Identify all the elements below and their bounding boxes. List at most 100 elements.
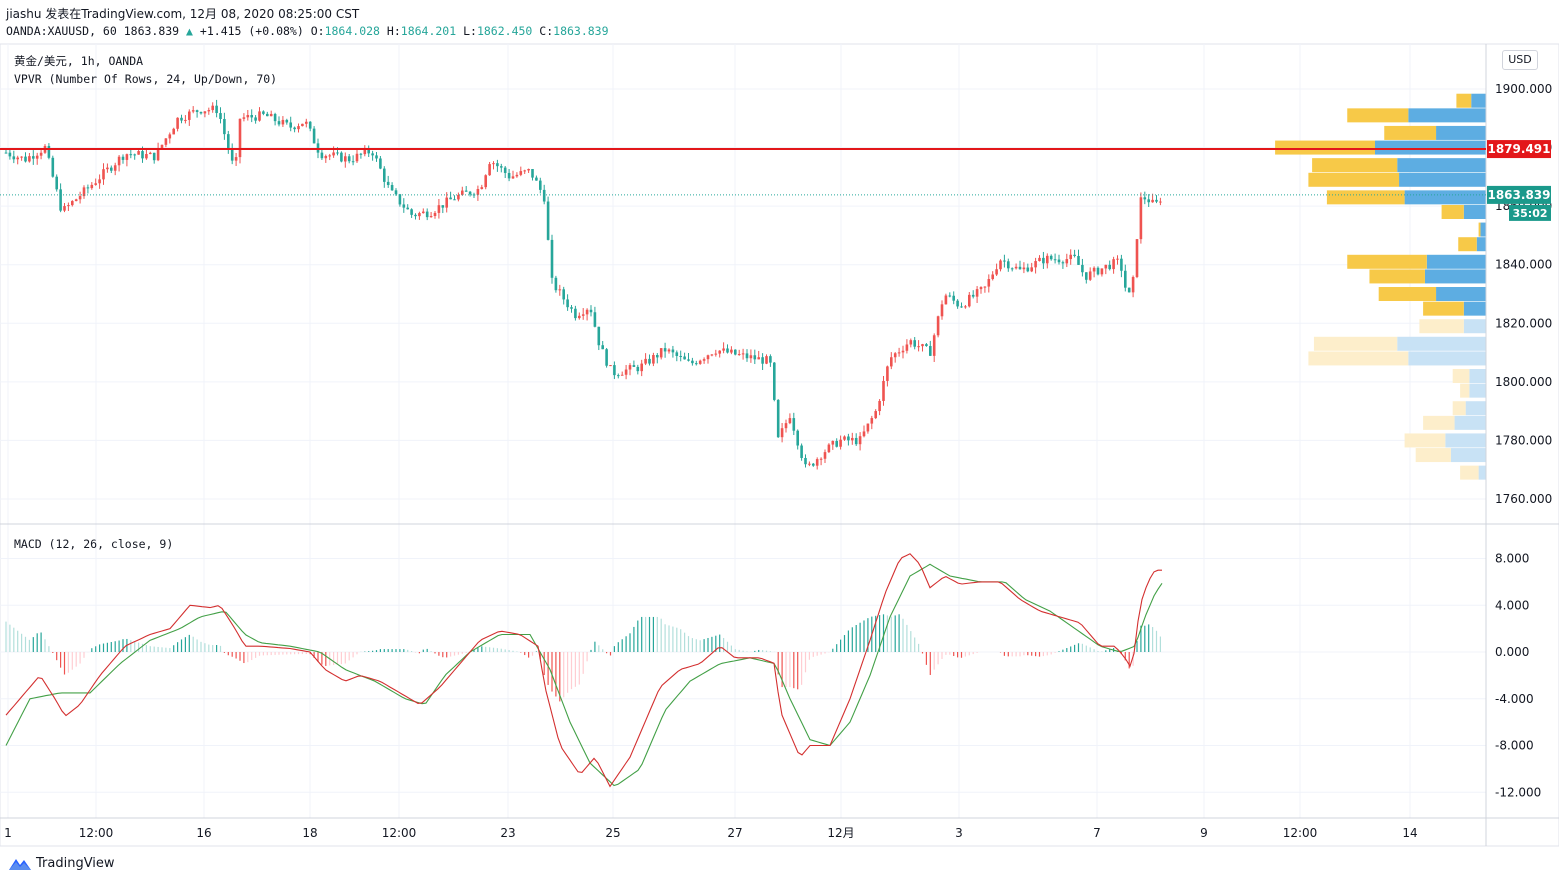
candle-body (355, 153, 359, 162)
candle-body (28, 156, 31, 162)
vp-up-bar (1463, 205, 1486, 219)
candle-body (929, 346, 932, 356)
candle-body (597, 326, 601, 346)
candle-body (515, 174, 519, 177)
time-tick-label: 7 (1093, 826, 1101, 840)
candle-body (445, 197, 448, 208)
candle-body (199, 111, 203, 114)
candle-body (1018, 266, 1022, 270)
time-tick-label: 12:00 (1283, 826, 1318, 840)
macd-label[interactable]: MACD (12, 26, close, 9) (14, 537, 174, 551)
candle-body (172, 128, 175, 135)
candle-body (59, 189, 62, 211)
candle-body (940, 304, 944, 317)
candle-body (484, 175, 487, 188)
macd-tick-label: -12.000 (1495, 785, 1541, 799)
candle-body (359, 153, 363, 155)
candle-body (86, 187, 90, 189)
candle-body (979, 287, 983, 290)
chart-frame (0, 43, 1559, 847)
candle-body (496, 163, 499, 167)
candle-body (461, 190, 464, 195)
candle-body (722, 348, 725, 351)
candle-body (39, 152, 43, 156)
vp-up-bar (1463, 319, 1486, 334)
vp-down-bar (1456, 93, 1472, 108)
high-value: 1864.201 (400, 24, 457, 38)
candle-body (1131, 277, 1135, 293)
candle-body (269, 113, 273, 117)
candle-body (905, 344, 909, 351)
candle-body (398, 194, 402, 205)
vp-up-bar (1397, 158, 1486, 173)
open-value: 1864.028 (324, 24, 380, 38)
vp-up-bar (1469, 369, 1486, 383)
candle-body (476, 189, 480, 195)
currency-button[interactable]: USD (1502, 50, 1538, 70)
vpvr-label[interactable]: VPVR (Number Of Rows, 24, Up/Down, 70) (14, 72, 278, 86)
symbol-label: OANDA:XAUUSD, 60 (6, 24, 117, 38)
candle-body (1116, 258, 1119, 260)
candle-body (24, 156, 27, 162)
price-tick-label: 1840.000 (1495, 258, 1552, 272)
candle-body (593, 312, 597, 327)
candle-body (1127, 287, 1131, 293)
macd-lines (5, 553, 1163, 788)
candle-body (652, 355, 655, 364)
candle-body (999, 260, 1002, 270)
ohlc-legend: OANDA:XAUUSD, 60 1863.839 ▲ +1.415 (+0.0… (6, 24, 609, 38)
candle-body (406, 207, 409, 210)
volume-profile (1275, 93, 1486, 480)
candle-body (320, 152, 324, 159)
candle-body (113, 165, 117, 171)
time-tick-label: 12:00 (79, 826, 114, 840)
candle-body (305, 121, 308, 124)
candle-body (184, 119, 187, 121)
time-axis[interactable]: 1 12:00 16 18 12:00 23 25 27 12月 3 7 9 12:00 14 (4, 826, 1417, 840)
candle-body (1003, 260, 1006, 262)
candle-body (917, 346, 920, 348)
vp-up-bar (1450, 448, 1486, 463)
tradingview-footer[interactable]: TradingView (8, 855, 115, 871)
candle-body (679, 355, 682, 357)
candle-body (1014, 266, 1018, 269)
main-pane-title: 黄金/美元, 1h, OANDA (14, 54, 144, 68)
time-tick-label: 14 (1402, 826, 1417, 840)
last-value: 1863.839 (123, 24, 180, 38)
candle-body (890, 357, 893, 367)
vp-down-bar (1313, 336, 1398, 351)
vp-down-bar (1460, 383, 1470, 398)
candle-body (823, 452, 827, 459)
candle-body (913, 340, 916, 347)
vp-down-bar (1415, 448, 1451, 463)
price-tick-label: 1820.000 (1495, 316, 1552, 330)
candle-body (714, 353, 718, 355)
candle-body (819, 458, 823, 460)
candle-body (843, 436, 846, 440)
vp-up-bar (1404, 190, 1486, 205)
candle-body (952, 295, 955, 301)
candle-body (98, 179, 101, 184)
candle-body (110, 167, 113, 171)
candle-body (425, 211, 429, 218)
macd-axis[interactable]: 8.000 4.000 0.000 -4.000 -8.000 -12.000 (1495, 552, 1541, 800)
candle-body (383, 168, 386, 182)
candle-body (312, 128, 316, 144)
candle-body (227, 134, 230, 150)
change-arrow-icon: ▲ (186, 24, 193, 38)
candle-body (1147, 199, 1150, 203)
candle-body (207, 110, 211, 112)
candle-body (1143, 197, 1147, 200)
candle-body (188, 111, 191, 120)
candle-body (242, 117, 246, 119)
vp-down-bar (1458, 237, 1477, 252)
candle-body (1096, 267, 1100, 275)
candle-body (1057, 259, 1061, 263)
candle-body (886, 366, 889, 381)
candle-body (121, 156, 125, 160)
candle-body (336, 152, 339, 154)
candle-body (168, 134, 172, 139)
candle-body (363, 149, 367, 155)
candle-body (1151, 199, 1154, 203)
